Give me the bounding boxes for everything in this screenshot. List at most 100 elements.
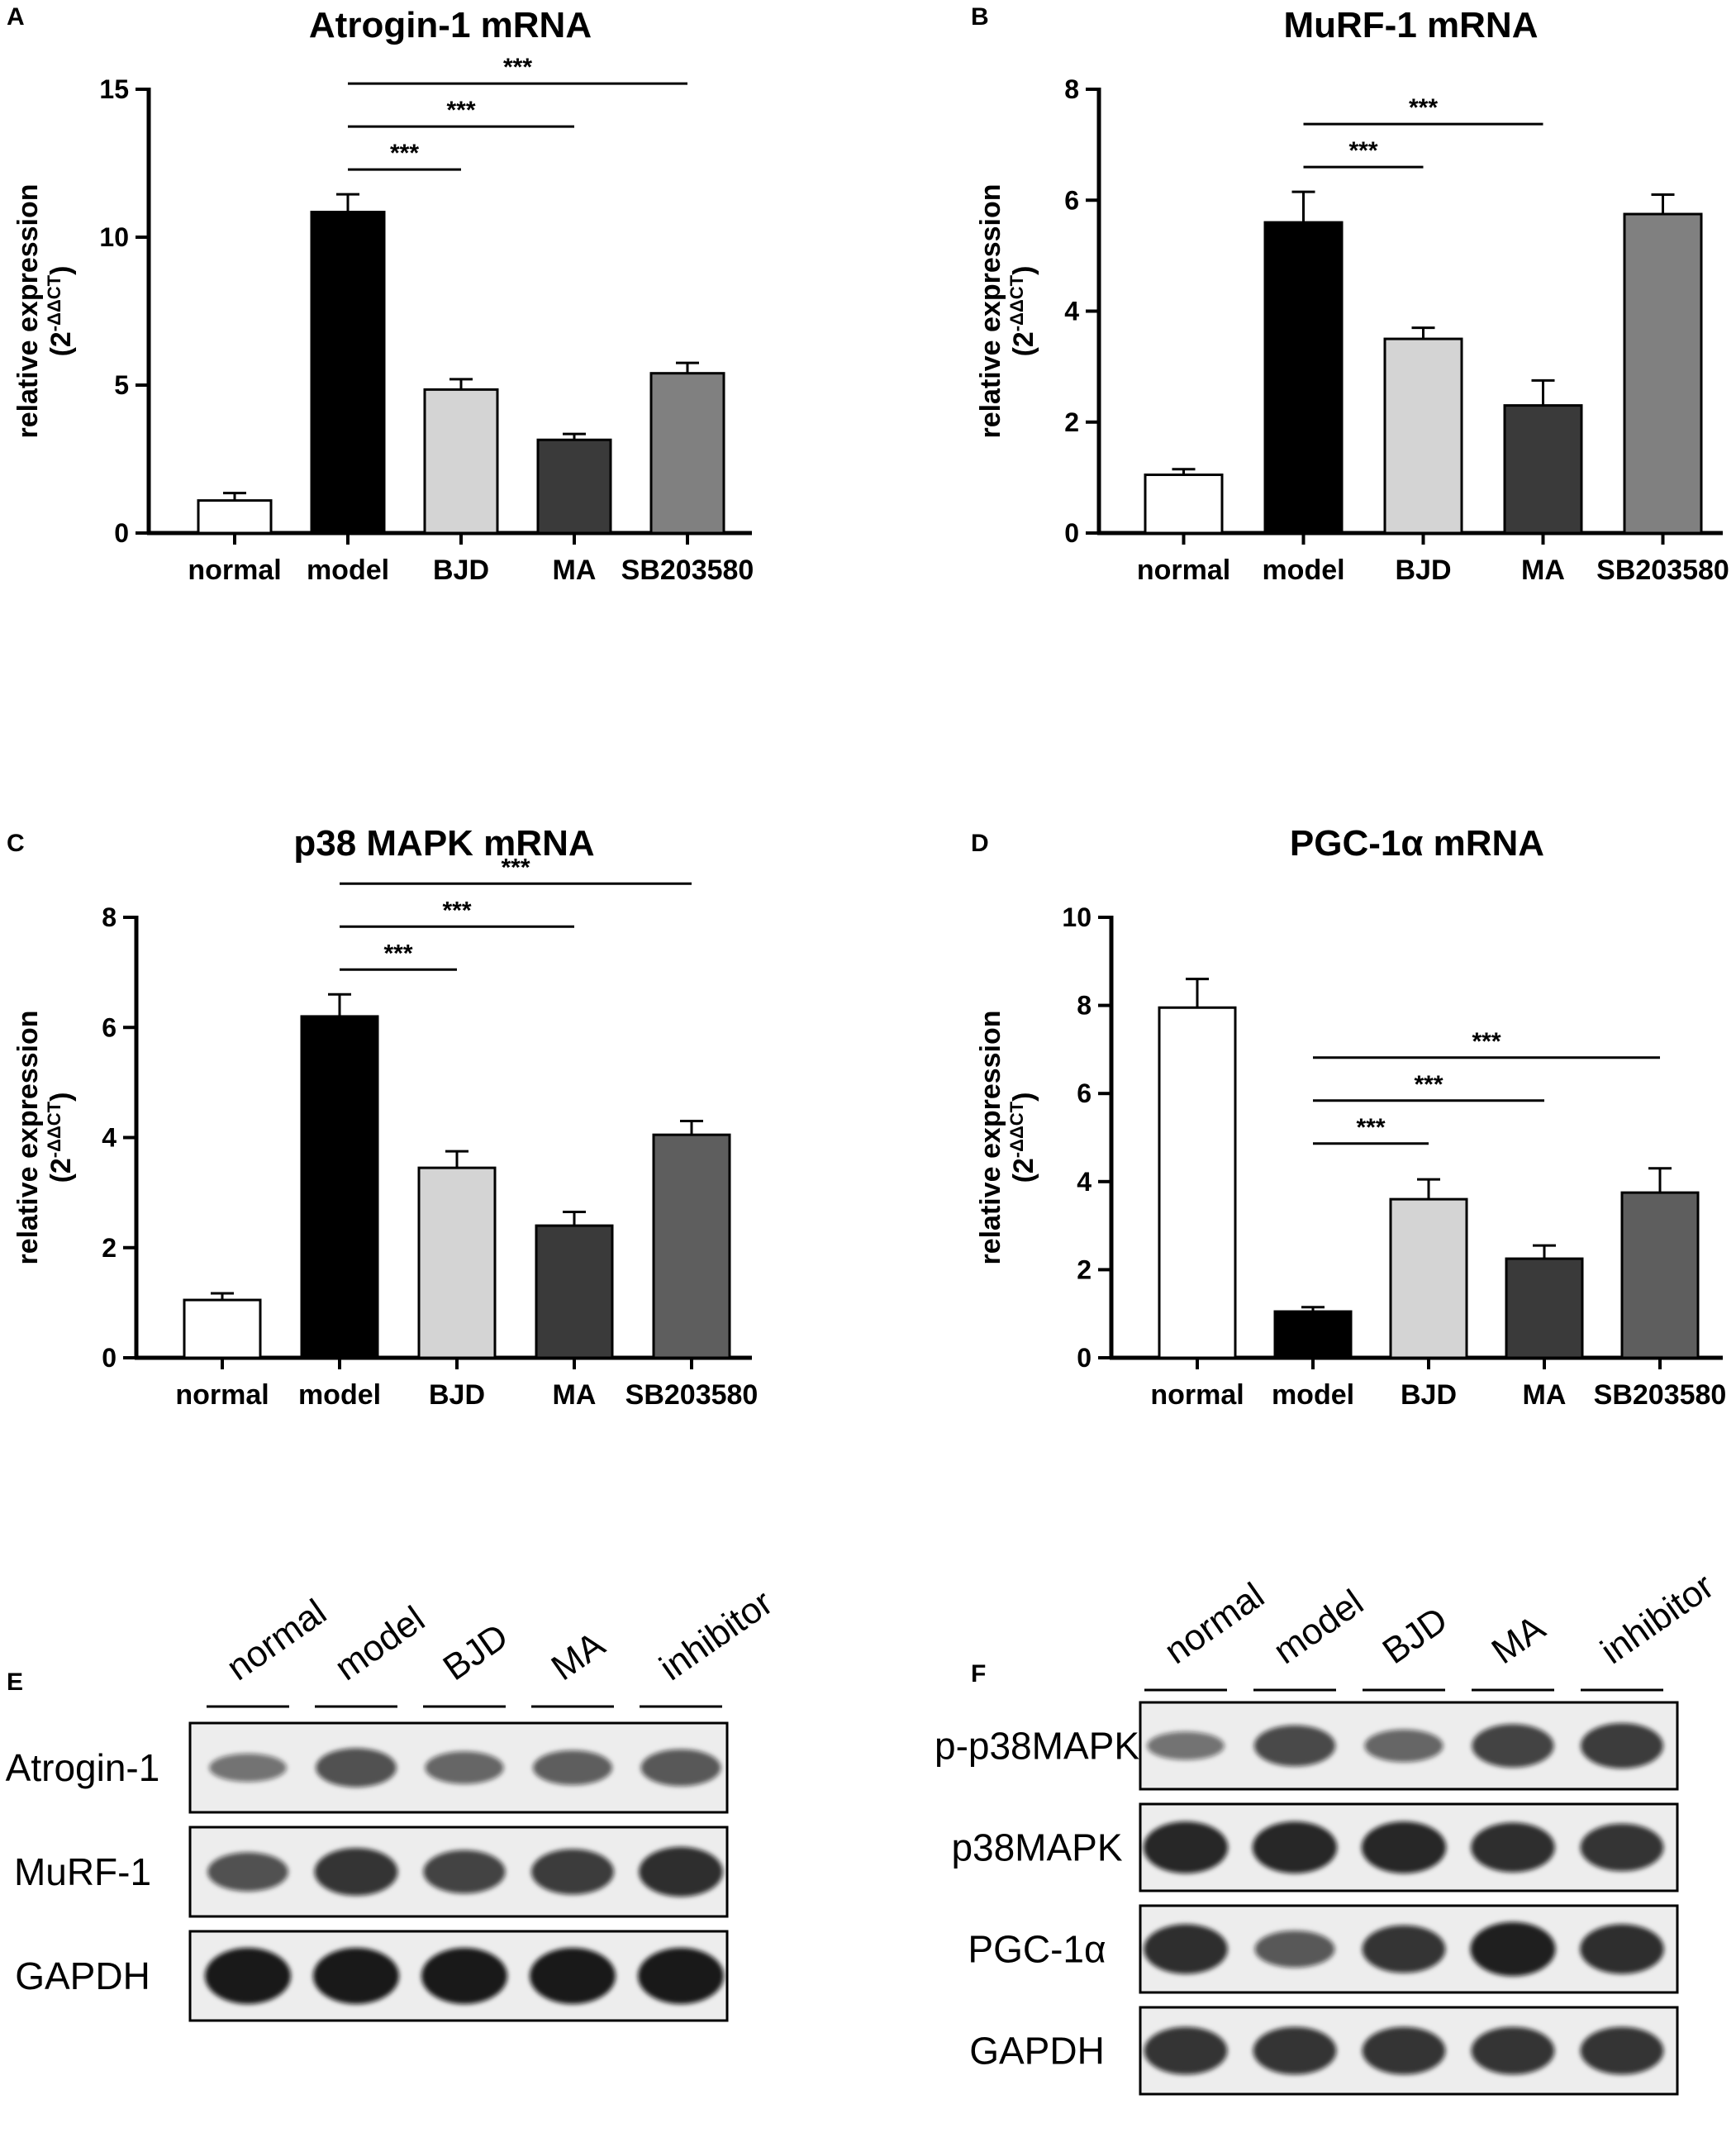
x-tick-label: model bbox=[1262, 555, 1344, 586]
blot-row-label: p-p38MAPK bbox=[935, 1725, 1139, 1768]
lane-label: inhibitor bbox=[1594, 1566, 1721, 1673]
lane-label: normal bbox=[1158, 1575, 1272, 1672]
blot-band bbox=[533, 1750, 612, 1785]
blot-band bbox=[421, 1948, 507, 2004]
significance-label: *** bbox=[390, 140, 419, 167]
chart-d: PGC-1α mRNA relative expression (2-ΔΔCT) 0 2… bbox=[975, 823, 1726, 1411]
y-tick-label: 0 bbox=[102, 1343, 117, 1373]
y-axis-label: relative expression bbox=[975, 1010, 1006, 1264]
x-tick-label: normal bbox=[188, 555, 281, 586]
x-tick-label: SB203580 bbox=[621, 555, 754, 586]
bar-sb203580 bbox=[652, 1133, 731, 1359]
chart-b: MuRF-1 mRNA relative expression (2-ΔΔCT) 0 2… bbox=[975, 5, 1729, 586]
lane-label: BJD bbox=[436, 1616, 516, 1688]
bar-model bbox=[310, 211, 386, 535]
blot-band bbox=[531, 1849, 614, 1895]
lane-label: normal bbox=[220, 1592, 334, 1688]
x-tick-label: SB203580 bbox=[625, 1379, 759, 1411]
y-axis-label-unit: (2-ΔΔCT) bbox=[44, 266, 77, 357]
blot-row-label: GAPDH bbox=[969, 2030, 1105, 2073]
blot-band bbox=[1471, 1822, 1555, 1873]
bar-bjd bbox=[423, 388, 499, 535]
y-tick-label: 0 bbox=[1077, 1343, 1092, 1373]
significance-label: *** bbox=[1348, 137, 1377, 164]
y-axis-label-unit: (2-ΔΔCT) bbox=[44, 1093, 77, 1183]
y-axis-label: relative expression bbox=[975, 183, 1006, 438]
blot-band bbox=[1580, 1823, 1664, 1872]
blot-band bbox=[425, 1751, 504, 1784]
blot-band bbox=[316, 1748, 397, 1788]
blot-band bbox=[423, 1849, 506, 1894]
blot-band bbox=[207, 1852, 288, 1892]
blot-band bbox=[1361, 1821, 1447, 1873]
bar-normal bbox=[183, 1298, 262, 1359]
bar-ma bbox=[1503, 404, 1583, 535]
y-tick-label: 15 bbox=[99, 74, 129, 104]
bar-sb203580 bbox=[649, 372, 725, 535]
blot-band bbox=[1252, 1821, 1338, 1873]
y-tick-label: 4 bbox=[1064, 297, 1079, 326]
blot-band bbox=[638, 1948, 724, 2004]
y-tick-label: 0 bbox=[114, 518, 129, 548]
chart-title: PGC-1α mRNA bbox=[1290, 823, 1544, 864]
bar-model bbox=[1273, 1310, 1353, 1359]
blot-band bbox=[1472, 1724, 1554, 1768]
y-tick-label: 2 bbox=[102, 1233, 117, 1263]
bar-bjd bbox=[1389, 1197, 1468, 1359]
chart-a: Atrogin-1 mRNA relative expression (2-ΔΔCT… bbox=[12, 5, 754, 586]
x-tick-label: normal bbox=[1137, 555, 1230, 586]
x-tick-label: BJD bbox=[1395, 555, 1451, 586]
significance-label: *** bbox=[501, 854, 530, 881]
blot-band bbox=[1580, 1924, 1664, 1974]
bar-ma bbox=[535, 1224, 614, 1359]
x-tick-label: normal bbox=[175, 1379, 269, 1411]
y-tick-label: 2 bbox=[1064, 407, 1079, 437]
blot-band bbox=[530, 1948, 616, 2004]
y-tick-label: 8 bbox=[102, 902, 117, 932]
significance-label: *** bbox=[383, 940, 412, 967]
lane-label: inhibitor bbox=[653, 1583, 780, 1689]
blot-band bbox=[1580, 2026, 1664, 2075]
bar-ma bbox=[536, 438, 612, 535]
lane-label: MA bbox=[545, 1624, 613, 1688]
blot-row-label: p38MAPK bbox=[951, 1826, 1122, 1869]
y-tick-label: 6 bbox=[102, 1012, 117, 1042]
bar-model bbox=[300, 1015, 379, 1359]
chart-c: p38 MAPK mRNA relative expression (2-ΔΔCT)… bbox=[12, 823, 758, 1411]
x-tick-label: BJD bbox=[1401, 1379, 1457, 1411]
significance-label: *** bbox=[446, 97, 475, 124]
bar-bjd bbox=[417, 1166, 497, 1359]
bar-ma bbox=[1505, 1257, 1584, 1359]
blot-band bbox=[1581, 1723, 1663, 1769]
blot-band bbox=[1253, 1725, 1336, 1767]
y-tick-label: 6 bbox=[1064, 185, 1079, 215]
significance-label: *** bbox=[1472, 1028, 1501, 1055]
y-tick-label: 8 bbox=[1077, 991, 1092, 1021]
blot-band bbox=[1144, 2026, 1228, 2075]
panel-letter-e: E bbox=[7, 1669, 23, 1696]
y-tick-label: 4 bbox=[1077, 1167, 1092, 1197]
y-tick-label: 8 bbox=[1064, 74, 1079, 104]
x-tick-label: model bbox=[307, 555, 389, 586]
y-axis-label: relative expression bbox=[12, 183, 44, 438]
blot-row-label: GAPDH bbox=[15, 1954, 150, 1997]
lane-label: model bbox=[1267, 1582, 1371, 1672]
lane-label: MA bbox=[1485, 1607, 1553, 1672]
panel-letter-c: C bbox=[7, 830, 25, 857]
panel-letter-f: F bbox=[971, 1660, 986, 1688]
chart-title: Atrogin-1 mRNA bbox=[309, 5, 592, 45]
blot-band bbox=[1362, 2026, 1446, 2075]
panel-letter-a: A bbox=[7, 3, 25, 31]
x-tick-label: MA bbox=[1523, 1379, 1567, 1411]
significance-label: *** bbox=[442, 897, 471, 924]
bar-normal bbox=[1158, 1006, 1237, 1359]
x-tick-label: normal bbox=[1150, 1379, 1244, 1411]
x-tick-label: BJD bbox=[433, 555, 489, 586]
blot-band bbox=[1364, 1729, 1443, 1763]
x-tick-label: BJD bbox=[429, 1379, 485, 1411]
